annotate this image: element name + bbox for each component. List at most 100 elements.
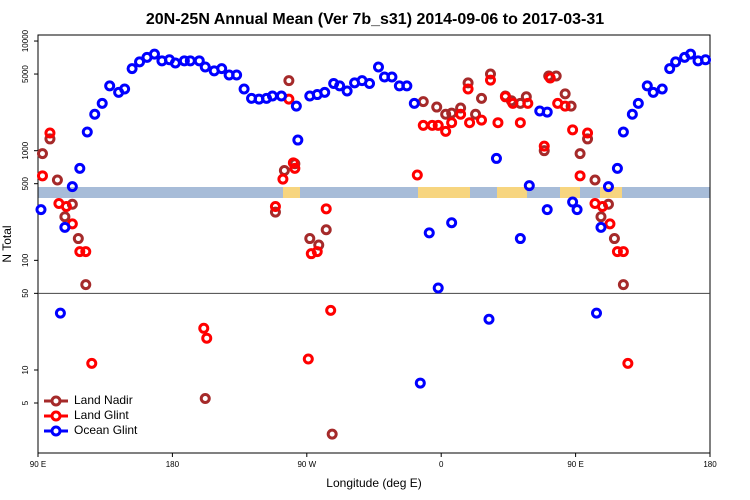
point [199,61,211,73]
point [492,117,504,129]
point [193,55,205,67]
point [198,322,210,334]
point [201,332,213,344]
point [470,108,482,120]
point [417,119,429,131]
point [608,233,620,245]
point [325,304,337,316]
x-tick-label: 90 E [567,460,583,469]
point [81,126,93,138]
point [184,55,196,67]
legend-label: Ocean Glint [74,423,138,437]
point [169,57,181,69]
point [464,117,476,129]
point [595,211,607,223]
point [54,307,66,319]
point [602,181,614,193]
band-patch [560,187,580,198]
point [476,114,488,126]
point [320,224,332,236]
point [632,97,644,109]
point [446,217,458,229]
band-patch [418,187,470,198]
point [302,353,314,365]
point [411,169,423,181]
point [386,71,398,83]
point [611,246,623,258]
point [341,85,353,97]
point [89,108,101,120]
point [126,63,138,75]
point [72,233,84,245]
point [86,357,98,369]
band-patch [497,187,527,198]
point [287,157,299,169]
point [514,117,526,129]
point [484,68,496,80]
point [80,246,92,258]
point [417,96,429,108]
point [326,428,338,440]
point [541,204,553,216]
point [565,100,577,112]
point [266,90,278,102]
point [269,206,281,218]
point [74,246,86,258]
point [432,282,444,294]
point [617,126,629,138]
point [446,107,458,119]
point [319,86,331,98]
point [455,102,467,114]
point [408,97,420,109]
point [119,83,131,95]
point [60,200,72,212]
point [74,162,86,174]
x-tick-label: 180 [703,460,717,469]
point [59,211,71,223]
x-tick-label: 90 W [297,460,316,469]
point [283,75,295,87]
point [604,218,616,230]
point [289,162,301,174]
point [589,174,601,186]
y-tick-label: 10 [21,365,30,374]
band-patch [600,187,622,198]
point [311,246,323,258]
point [401,80,413,92]
point [199,392,211,404]
y-tick-label: 100 [21,253,30,267]
legend-swatch [50,410,62,422]
point [483,313,495,325]
legend-label: Land Glint [74,408,129,422]
point [571,204,583,216]
point [622,357,634,369]
point [51,174,63,186]
point [178,55,190,67]
point [685,48,697,60]
point [446,117,458,129]
point [80,279,92,291]
legend-label: Land Nadir [74,393,133,407]
point [507,97,519,109]
y-tick-label: 5000 [21,65,30,83]
point [582,127,594,139]
y-tick-label: 1000 [21,141,30,159]
point [277,173,289,185]
point [522,97,534,109]
point [66,181,78,193]
legend-swatch [50,425,62,437]
point [670,56,682,68]
point [36,148,48,160]
point [269,200,281,212]
point [440,125,452,137]
point [304,233,316,245]
point [432,119,444,131]
point [44,127,56,139]
y-tick-label: 10000 [21,29,30,52]
point [596,200,608,212]
point [626,108,638,120]
point [484,74,496,86]
point [559,100,571,112]
x-tick-label: 90 E [30,460,46,469]
point [611,162,623,174]
